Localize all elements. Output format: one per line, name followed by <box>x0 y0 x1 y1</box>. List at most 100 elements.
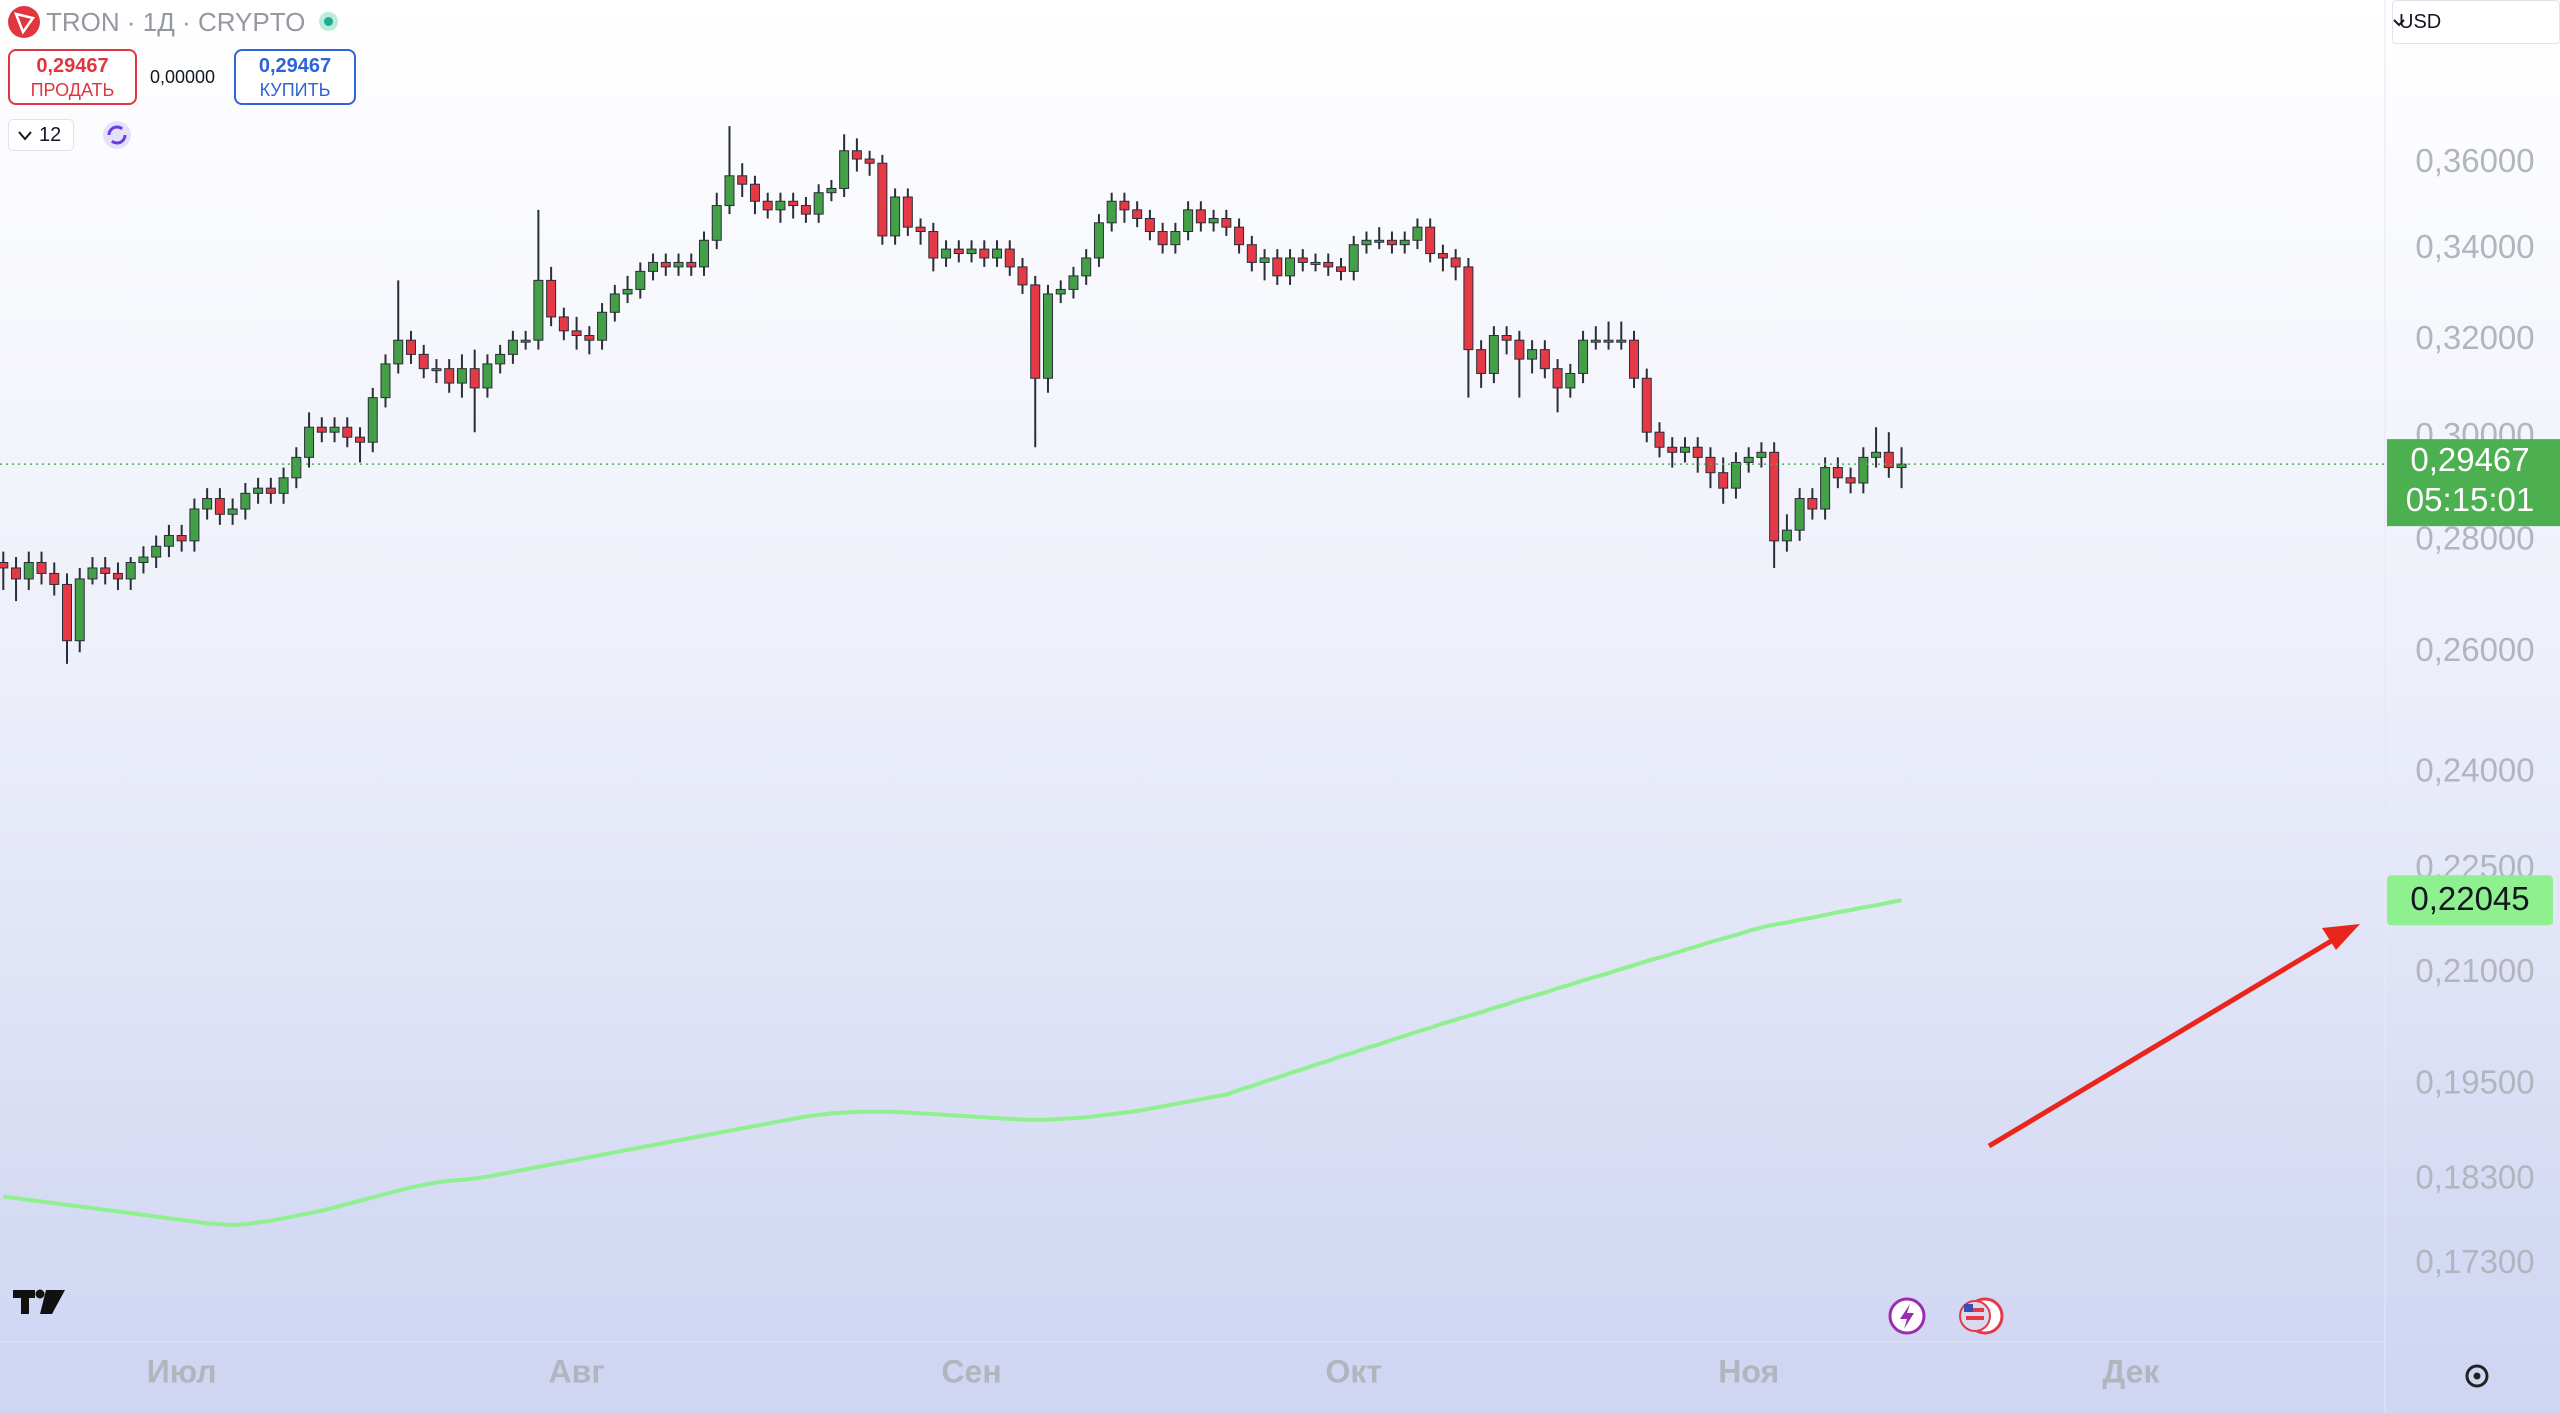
candle-body <box>597 311 608 341</box>
sync-icon[interactable] <box>101 119 133 151</box>
candle-body <box>1132 209 1143 219</box>
candle-body <box>1221 217 1232 228</box>
candle-body <box>800 205 811 215</box>
candle-body <box>520 339 531 343</box>
candle-body <box>329 426 340 433</box>
candle-body <box>125 562 136 580</box>
candle-body <box>1106 200 1117 224</box>
candle-body <box>1654 431 1665 448</box>
buy-button[interactable]: 0,29467 КУПИТЬ <box>234 49 356 105</box>
candle-body <box>1603 339 1614 343</box>
candle-body <box>1756 451 1767 458</box>
candle-body <box>151 545 162 558</box>
x-tick-label: Авг <box>549 1353 605 1389</box>
candle-body <box>571 330 582 337</box>
candle-body <box>966 248 977 255</box>
buy-price: 0,29467 <box>258 55 332 77</box>
tv-logo <box>13 1289 65 1314</box>
candle-body <box>1450 257 1461 268</box>
candle-body <box>1030 284 1041 379</box>
candle-body <box>775 200 786 211</box>
candle-body <box>1743 456 1754 463</box>
candle-body <box>1195 209 1206 224</box>
candle-body <box>826 187 837 194</box>
sync-glyph <box>103 121 131 149</box>
candle-body <box>1017 266 1028 286</box>
candle-body <box>1705 456 1716 474</box>
candle-body <box>304 426 315 458</box>
candle-body <box>1769 451 1780 542</box>
candle-body <box>1807 498 1818 510</box>
candle-body <box>1616 339 1627 343</box>
plot <box>0 126 2385 1228</box>
candle-body <box>584 335 595 341</box>
candle-body <box>380 363 391 399</box>
countdown-text: 05:15:01 <box>2406 481 2534 518</box>
candle-body <box>1667 446 1678 453</box>
symbol-title[interactable]: TRON · 1Д · CRYPTO <box>46 7 306 37</box>
sell-price: 0,29467 <box>36 55 109 77</box>
candle-body <box>253 487 264 494</box>
candle-body <box>1068 275 1079 290</box>
candle-body <box>1361 239 1372 246</box>
candle-body <box>1871 451 1882 458</box>
candle-body <box>877 162 888 237</box>
candle-body <box>915 226 926 233</box>
last-price-label-text: 0,29467 <box>2410 441 2529 478</box>
y-tick-label: 0,34000 <box>2415 228 2534 265</box>
candle-body <box>265 487 276 494</box>
events-icon[interactable] <box>1888 1297 1926 1335</box>
candle-body <box>813 192 824 215</box>
x-tick-label: Окт <box>1325 1353 1382 1389</box>
candle-body <box>1578 339 1589 374</box>
candle-body <box>839 150 850 189</box>
interval-value: 12 <box>39 124 62 146</box>
x-tick-label: Дек <box>2102 1353 2160 1389</box>
sell-label: ПРОДАТЬ <box>30 80 115 100</box>
candle-body <box>1845 477 1856 484</box>
candle-body <box>1527 349 1538 360</box>
candle-body <box>112 572 123 580</box>
candle-body <box>1425 226 1436 255</box>
economic-events-icon[interactable] <box>1959 1297 2004 1335</box>
candle-body <box>1119 200 1130 211</box>
buy-label: КУПИТЬ <box>259 80 331 100</box>
candle-body <box>1629 339 1640 379</box>
candle-body <box>992 248 1003 259</box>
candle-body <box>1476 349 1487 374</box>
candle-body <box>1374 239 1385 243</box>
candle-body <box>928 231 939 259</box>
candle-body <box>405 339 416 355</box>
candle-body <box>189 508 200 542</box>
candle-body <box>1539 349 1550 370</box>
candle-body <box>1259 257 1270 263</box>
candle-body <box>1055 288 1066 295</box>
candle-body <box>1794 498 1805 531</box>
candle-body <box>890 196 901 237</box>
candle-body <box>1042 293 1053 379</box>
candle-body <box>1399 239 1410 246</box>
candle-body <box>711 205 722 241</box>
candle-body <box>1272 257 1283 277</box>
candle-body <box>1004 248 1015 268</box>
candle-body <box>1297 257 1308 263</box>
last-price-label-box <box>2387 439 2560 527</box>
candle-body <box>418 353 429 370</box>
settings-icon[interactable] <box>2465 1364 2489 1388</box>
candle-body <box>495 353 506 365</box>
y-tick-label: 0,17300 <box>2415 1243 2534 1280</box>
x-tick-label: Июл <box>147 1353 217 1389</box>
interval-dropdown[interactable]: 12 <box>8 119 74 151</box>
sell-button[interactable]: 0,29467 ПРОДАТЬ <box>8 49 137 105</box>
x-tick-label: Ноя <box>1718 1353 1779 1389</box>
y-tick-label: 0,32000 <box>2415 319 2534 356</box>
candle-body <box>0 562 9 569</box>
candle-body <box>138 556 149 564</box>
candle-body <box>724 175 735 207</box>
candle-body <box>533 279 544 341</box>
currency-select[interactable]: USD <box>2392 0 2560 44</box>
candle-body <box>1144 217 1155 233</box>
candle-body <box>1692 446 1703 458</box>
